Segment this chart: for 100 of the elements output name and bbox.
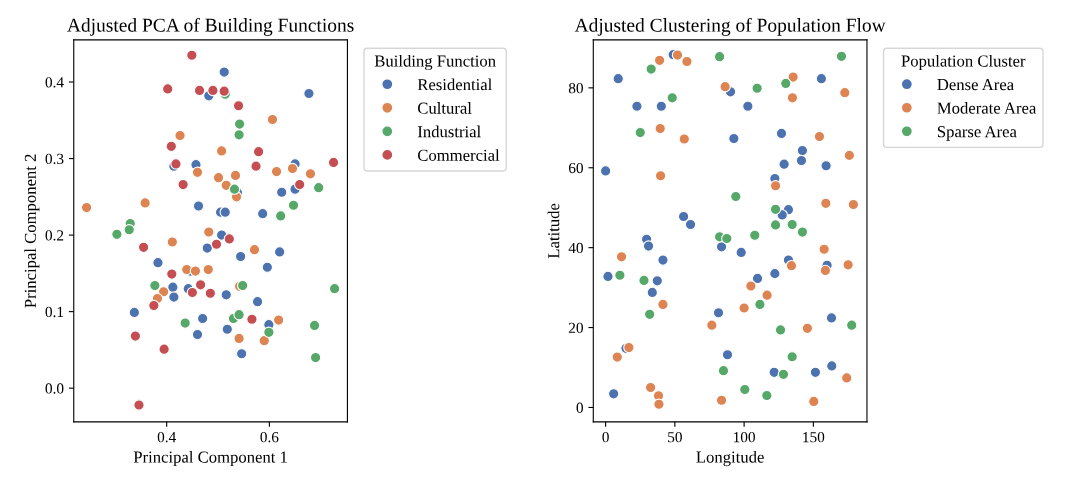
point bbox=[274, 210, 287, 222]
point bbox=[721, 349, 734, 361]
legend-title: Building Function bbox=[374, 54, 496, 71]
point bbox=[835, 50, 848, 63]
legend-label: Residential bbox=[417, 78, 492, 91]
point bbox=[745, 280, 757, 292]
legend-title: Population Cluster bbox=[901, 54, 1026, 71]
point bbox=[327, 156, 340, 169]
x-tick-label: 50 bbox=[668, 432, 682, 443]
legend-label: Industrial bbox=[417, 125, 481, 138]
point bbox=[248, 243, 261, 256]
point bbox=[266, 113, 279, 126]
x-tick-label: 0.6 bbox=[260, 432, 279, 443]
point bbox=[139, 197, 151, 209]
point bbox=[246, 313, 258, 325]
point bbox=[841, 372, 853, 384]
point bbox=[712, 307, 725, 319]
point bbox=[612, 72, 624, 85]
point bbox=[645, 63, 657, 75]
point bbox=[196, 312, 209, 325]
point bbox=[717, 364, 730, 377]
point bbox=[152, 256, 164, 269]
point bbox=[229, 169, 242, 182]
point bbox=[186, 286, 199, 299]
point bbox=[233, 308, 245, 321]
point bbox=[847, 198, 860, 211]
point bbox=[678, 133, 690, 145]
point bbox=[179, 317, 191, 329]
point bbox=[769, 203, 782, 216]
point bbox=[129, 330, 142, 342]
chart-title: Adjusted Clustering of Population Flow bbox=[574, 17, 886, 36]
point bbox=[651, 275, 663, 287]
x-tick-label: 0 bbox=[602, 432, 609, 443]
point bbox=[123, 224, 135, 236]
point bbox=[204, 287, 217, 299]
legend-label: Moderate Area bbox=[937, 102, 1037, 114]
point bbox=[308, 319, 321, 332]
point bbox=[815, 72, 828, 85]
y-axis-title: Latitude bbox=[547, 203, 560, 259]
point bbox=[233, 332, 245, 345]
point bbox=[677, 210, 690, 223]
point bbox=[646, 286, 658, 299]
point bbox=[286, 162, 299, 175]
x-tick-label: 100 bbox=[734, 432, 755, 443]
point bbox=[272, 314, 285, 326]
point bbox=[655, 100, 668, 112]
point bbox=[796, 226, 809, 238]
point bbox=[684, 218, 697, 231]
y-tick-label: 20 bbox=[568, 322, 583, 334]
y-tick-label: 40 bbox=[568, 242, 583, 254]
point bbox=[671, 49, 684, 61]
point bbox=[638, 274, 650, 287]
legend-label: Cultural bbox=[417, 102, 472, 114]
point bbox=[137, 241, 150, 254]
point bbox=[111, 228, 123, 241]
point bbox=[754, 298, 766, 311]
point bbox=[611, 351, 623, 363]
y-tick-label: 0 bbox=[576, 402, 583, 413]
point bbox=[203, 226, 215, 238]
point bbox=[787, 71, 799, 83]
point bbox=[778, 158, 790, 170]
point bbox=[166, 236, 179, 248]
point bbox=[769, 180, 782, 192]
y-axis-title: Principal Component 2 bbox=[24, 154, 40, 308]
point bbox=[189, 265, 202, 277]
point bbox=[654, 170, 667, 182]
y-tick-label: 0.2 bbox=[45, 230, 64, 241]
point bbox=[795, 154, 808, 167]
point bbox=[133, 399, 145, 411]
point bbox=[258, 335, 270, 347]
point bbox=[715, 241, 728, 253]
x-axis-title: Principal Component 1 bbox=[133, 450, 287, 467]
point bbox=[228, 183, 241, 195]
point bbox=[221, 323, 233, 335]
legend-label: Sparse Area bbox=[937, 126, 1017, 141]
y-tick-label: 0.1 bbox=[45, 306, 64, 318]
point bbox=[234, 250, 247, 263]
point bbox=[820, 160, 832, 172]
point bbox=[149, 279, 161, 292]
x-tick-label: 0.4 bbox=[157, 432, 176, 443]
y-tick-label: 80 bbox=[568, 83, 583, 94]
point bbox=[252, 145, 265, 158]
point bbox=[250, 160, 262, 172]
point bbox=[715, 394, 728, 406]
point bbox=[777, 368, 790, 381]
point bbox=[786, 218, 798, 231]
point bbox=[786, 92, 799, 104]
point bbox=[631, 100, 643, 112]
point bbox=[158, 343, 170, 355]
point bbox=[191, 166, 204, 179]
point bbox=[801, 322, 814, 335]
point bbox=[728, 132, 740, 145]
point bbox=[785, 259, 798, 272]
point bbox=[263, 326, 275, 338]
point bbox=[615, 251, 628, 263]
legend-label: Dense Area bbox=[937, 79, 1014, 91]
point bbox=[751, 82, 763, 94]
y-tick-label: 0.0 bbox=[45, 383, 64, 394]
point bbox=[842, 259, 854, 271]
point bbox=[207, 84, 219, 97]
